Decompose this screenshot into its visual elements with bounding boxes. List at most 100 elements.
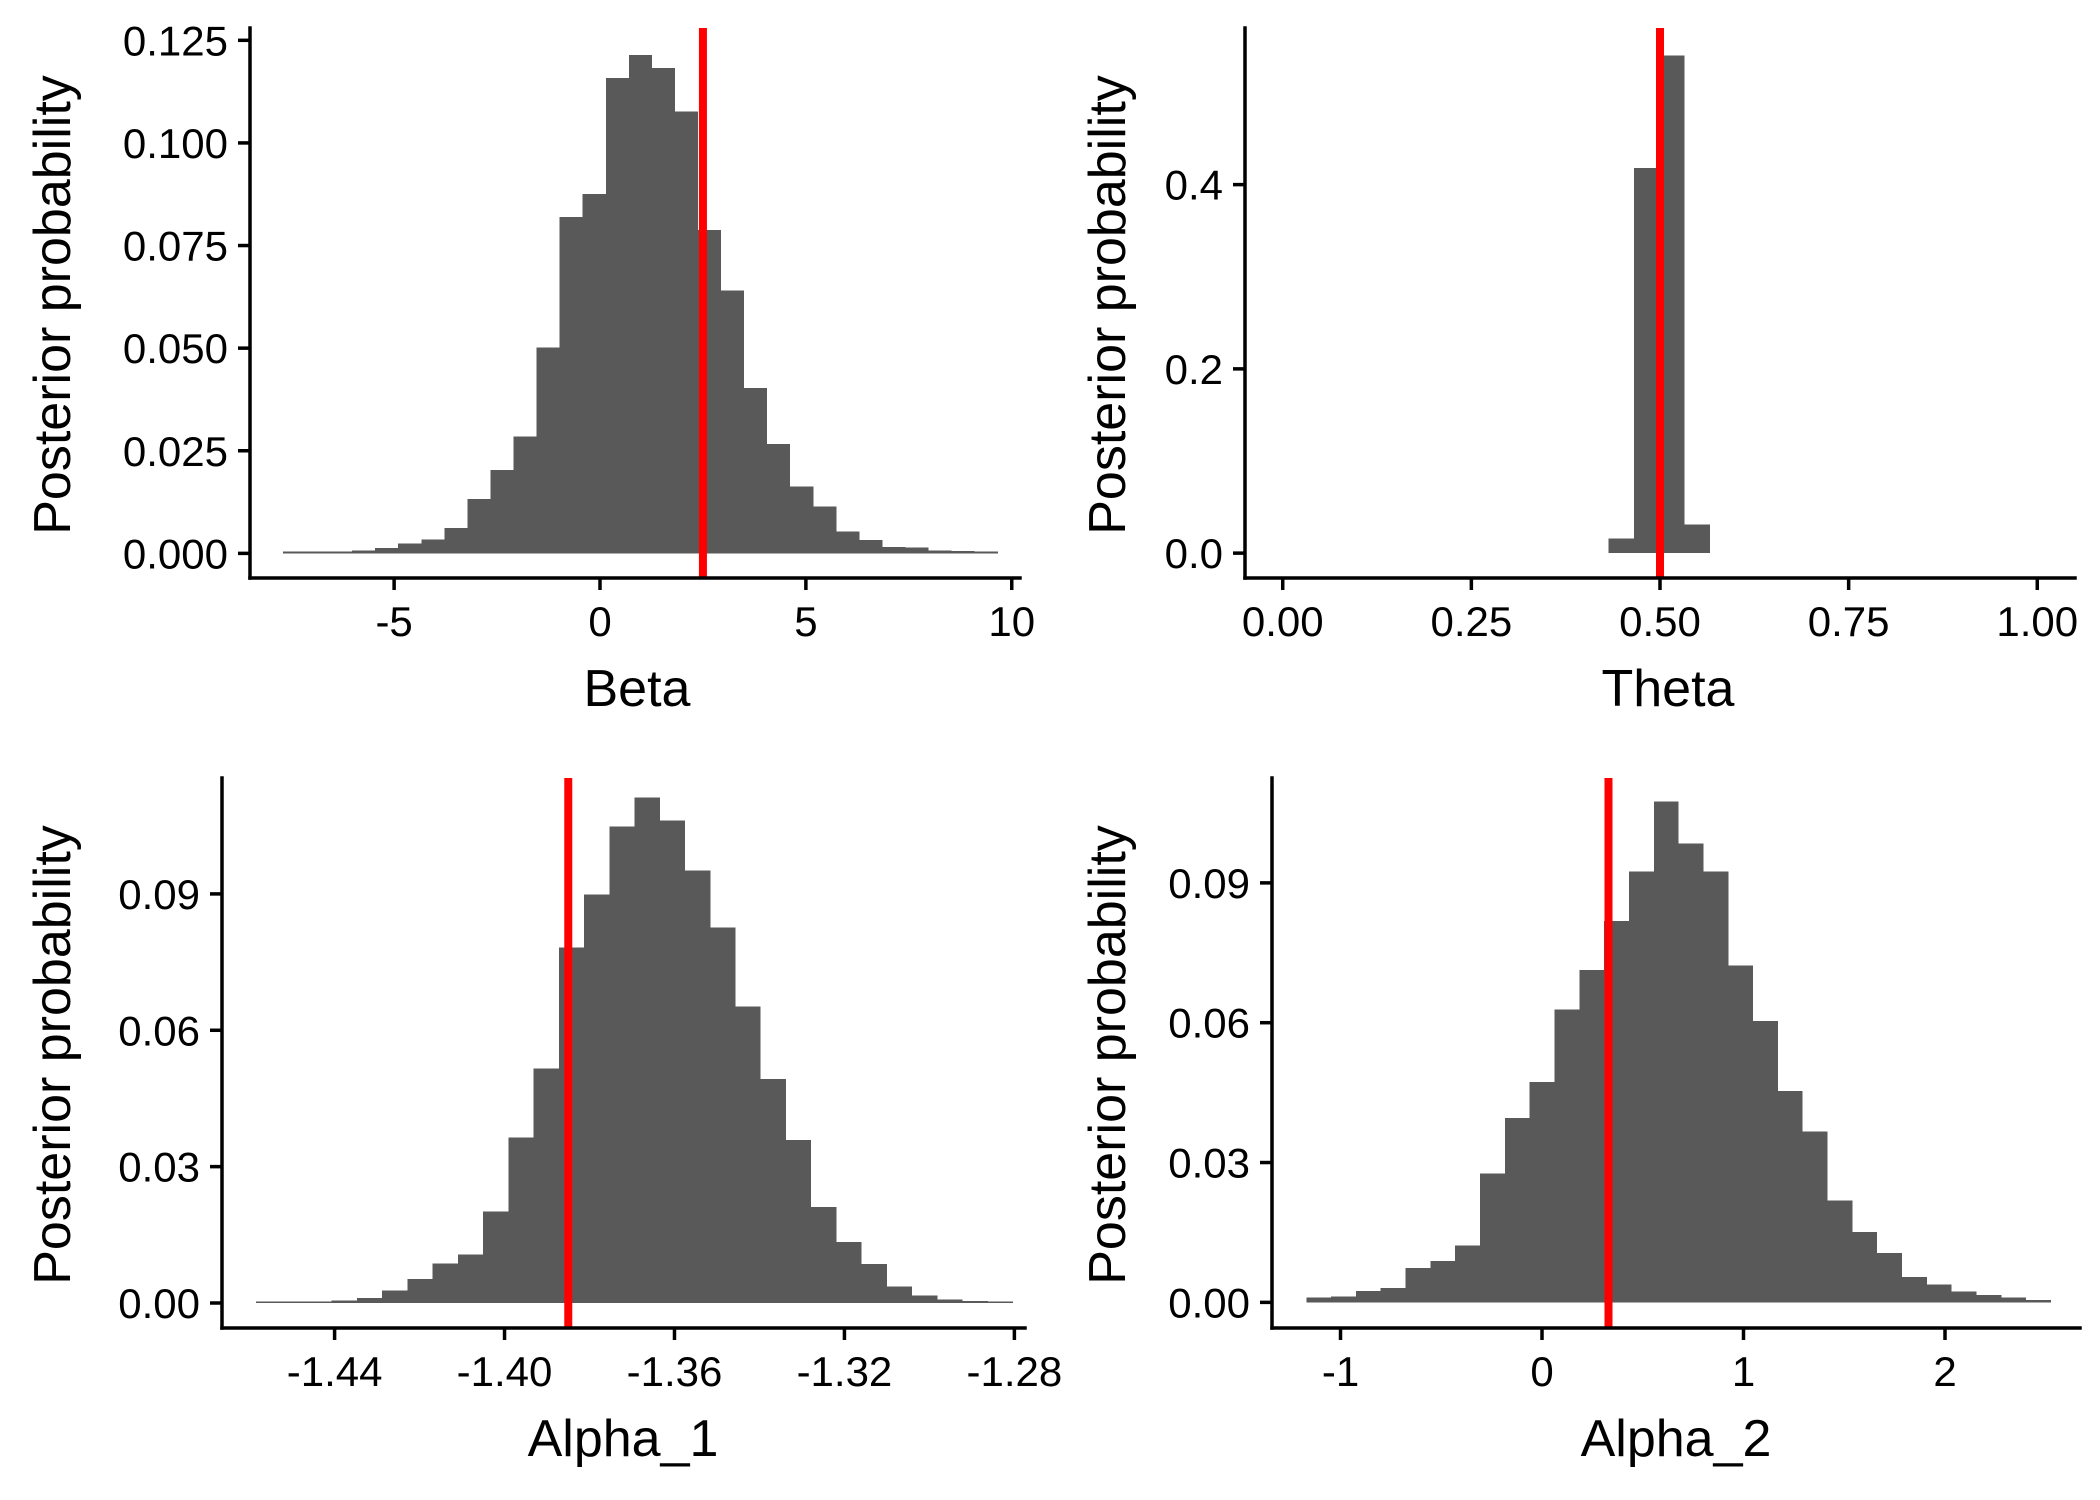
histogram-bar [790, 486, 814, 554]
histogram-bar [628, 55, 652, 554]
x-axis-title: Beta [584, 660, 691, 718]
x-tick-label: 0.50 [1619, 598, 1701, 645]
histogram-bar [1331, 1296, 1356, 1303]
histogram-bar [1579, 970, 1605, 1303]
histogram-bar [886, 1286, 913, 1303]
histogram-bar [1902, 1277, 1927, 1303]
histogram-bar [767, 444, 791, 554]
histogram-bar [533, 1068, 559, 1303]
x-tick-label: -1.32 [797, 1348, 893, 1395]
histogram-bar [760, 1078, 786, 1303]
histogram-bar [1455, 1245, 1481, 1303]
y-tick-label: 0.000 [123, 530, 228, 577]
histogram-bar [1554, 1009, 1580, 1303]
histogram-bar [1633, 168, 1660, 554]
histogram-bar [937, 1299, 963, 1303]
histogram-bar [2026, 1300, 2051, 1303]
x-axis-title: Alpha_2 [1581, 1410, 1772, 1468]
y-tick-label: 0.075 [123, 223, 228, 270]
histogram-bar [813, 506, 837, 554]
histogram-bar [1529, 1081, 1555, 1303]
y-axis-title: Posterior probability [24, 75, 82, 535]
histogram-bar [1728, 965, 1754, 1303]
histogram-bar [255, 1301, 282, 1303]
histogram-bar [634, 797, 660, 1303]
histogram-bar [905, 547, 929, 554]
panel-beta: Posterior probability Beta -5 0 5 10 0.000 0.… [24, 17, 1035, 718]
histogram-bar [605, 78, 629, 554]
y-tick-label: 0.4 [1165, 162, 1223, 209]
histogram-bar [710, 927, 736, 1303]
histogram-bar [490, 470, 514, 554]
histogram-bar [811, 1207, 837, 1303]
histogram-bar [1703, 871, 1729, 1303]
histogram-bar [1753, 1020, 1778, 1303]
y-tick-label: 0.09 [1168, 860, 1250, 907]
y-tick-label: 0.00 [118, 1280, 200, 1327]
histogram-bar [352, 550, 376, 554]
histogram-bar [735, 1006, 761, 1303]
y-tick-label: 0.03 [118, 1144, 200, 1191]
histogram-bar [836, 1242, 862, 1303]
histogram-bar [508, 1137, 534, 1303]
histogram-bar [2001, 1297, 2027, 1303]
x-tick-label: -5 [375, 598, 412, 645]
histogram-bar [1802, 1131, 1828, 1303]
histogram-bar [1926, 1284, 1952, 1303]
y-tick-label: 0.0 [1165, 530, 1223, 577]
histogram-bar [282, 551, 306, 554]
histogram-bar [582, 194, 606, 554]
x-tick-label: 0.00 [1242, 598, 1324, 645]
histogram-bar [1678, 843, 1704, 1303]
histogram-bar [859, 539, 883, 554]
x-tick-label: 10 [988, 598, 1035, 645]
histogram-bar [1852, 1231, 1878, 1303]
histogram-bar [356, 1298, 383, 1303]
histogram-bar [1777, 1091, 1803, 1303]
histogram-bar [685, 870, 711, 1303]
y-tick-label: 0.06 [118, 1007, 200, 1054]
histogram-bar [744, 387, 768, 554]
histogram-bar [536, 347, 560, 554]
x-tick-label: 1 [1732, 1348, 1755, 1395]
y-tick-label: 0.2 [1165, 346, 1223, 393]
histogram-bar [513, 436, 537, 554]
histogram-bar [1877, 1252, 1903, 1303]
histogram-bar [974, 551, 998, 554]
panel-alpha-2: Posterior probability Alpha_2 -1 0 1 2 0.00 0… [1079, 776, 2082, 1468]
histogram-bar [1976, 1294, 2002, 1303]
histogram-bar [1504, 1117, 1530, 1303]
histogram-bar [331, 1300, 357, 1303]
histogram-bar [609, 826, 635, 1303]
histogram-bar [1653, 801, 1679, 1303]
y-tick-label: 0.050 [123, 325, 228, 372]
histogram-bar [1608, 538, 1634, 554]
histogram-bar [457, 1254, 484, 1303]
histogram-bar [651, 67, 675, 554]
histogram-bar [1306, 1297, 1332, 1303]
y-axis-title: Posterior probability [24, 825, 82, 1285]
x-tick-label: 5 [794, 598, 817, 645]
histogram-bar [382, 1290, 408, 1303]
histogram-bar [1827, 1200, 1853, 1303]
x-tick-label: 1.00 [1996, 598, 2078, 645]
x-tick-label: -1.44 [287, 1348, 383, 1395]
x-tick-label: 2 [1933, 1348, 1956, 1395]
y-tick-label: 0.06 [1168, 1000, 1250, 1047]
histogram-bar [306, 551, 330, 554]
histogram-bar [674, 111, 698, 554]
x-axis-title: Theta [1602, 660, 1735, 718]
histogram-bar [329, 551, 353, 554]
y-tick-label: 0.03 [1168, 1140, 1250, 1187]
histogram-bar [987, 1301, 1014, 1303]
histogram-bar [559, 217, 583, 554]
histogram-bar [281, 1301, 307, 1303]
x-tick-label: 0 [588, 598, 611, 645]
histogram-bar [836, 531, 860, 554]
x-tick-label: 0 [1530, 1348, 1553, 1395]
histogram-bar [951, 550, 975, 554]
histogram-bar [928, 550, 952, 554]
y-axis-title: Posterior probability [1079, 825, 1137, 1285]
panel-theta: Posterior probability Theta 0.00 0.25 0.50… [1079, 26, 2078, 718]
y-tick-label: 0.100 [123, 120, 228, 167]
